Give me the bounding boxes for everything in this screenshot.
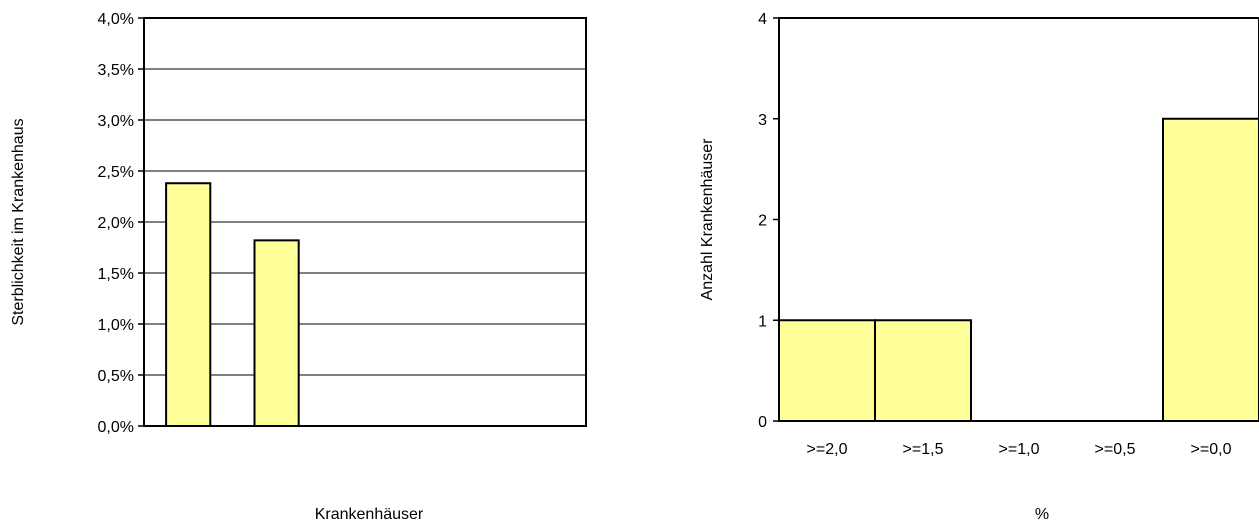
bar	[165, 182, 212, 427]
y-tick-label: 1,0%	[98, 317, 134, 334]
y-tick-label: 3	[758, 112, 767, 129]
x-tick-label: >=1,0	[999, 441, 1040, 458]
y-tick-label: 4	[758, 11, 767, 28]
mortality-bar-chart: 0,0% 0,5% 1,0% 1,5% 2,0% 2,5% 3,0% 3,5% 4,0% Ste…	[10, 11, 587, 523]
y-tick-label: 2	[758, 213, 767, 230]
y-axis-label: Anzahl Krankenhäuser	[699, 138, 716, 301]
bar	[778, 319, 876, 422]
x-tick-label: >=0,0	[1191, 441, 1232, 458]
y-tick-label: 1,5%	[98, 266, 134, 283]
y-tick-label: 0,5%	[98, 368, 134, 385]
bar	[253, 239, 300, 427]
y-tick-label: 0	[758, 414, 767, 431]
x-tick-label: >=2,0	[807, 441, 848, 458]
bar	[874, 319, 972, 422]
y-tick-label: 3,0%	[98, 113, 134, 130]
hospital-count-histogram: 0 1 2 3 4 >=2,0 >=1,5 >=1,0 >=0,5 >=0,0 Anzahl K…	[699, 11, 1259, 523]
y-tick-label: 4,0%	[98, 11, 134, 28]
y-tick-label: 2,5%	[98, 164, 134, 181]
x-axis-label: Krankenhäuser	[315, 506, 424, 523]
y-tick-label: 0,0%	[98, 419, 134, 436]
y-tick-label: 2,0%	[98, 215, 134, 232]
y-axis-label: Sterblichkeit im Krankenhaus	[10, 118, 27, 325]
x-axis-label: %	[1035, 506, 1049, 523]
bar	[1162, 117, 1259, 422]
x-tick-label: >=0,5	[1095, 441, 1136, 458]
y-tick-label: 1	[758, 313, 767, 330]
x-tick-label: >=1,5	[903, 441, 944, 458]
y-tick-label: 3,5%	[98, 62, 134, 79]
